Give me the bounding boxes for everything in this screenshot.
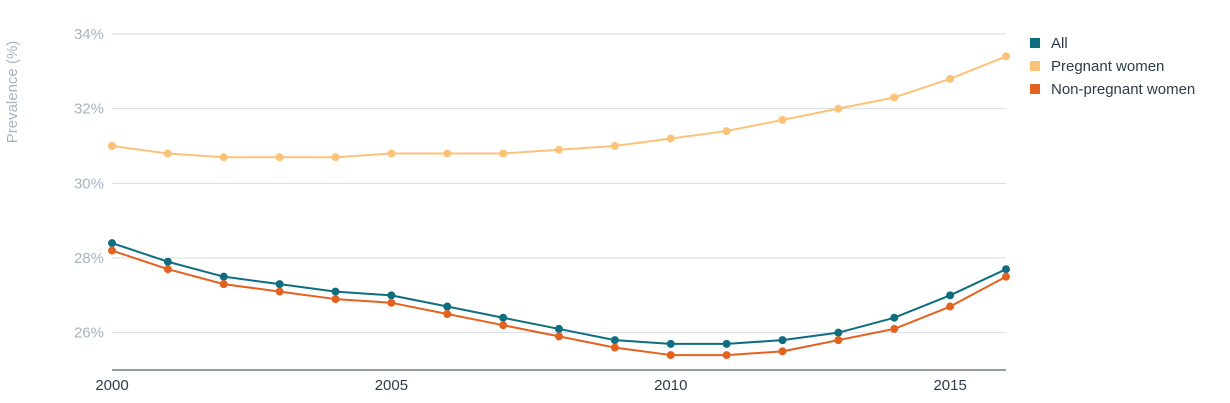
data-point (834, 336, 843, 345)
data-point (778, 347, 787, 356)
y-tick-label: 28% (74, 250, 104, 267)
data-point (108, 239, 116, 248)
data-point (1002, 52, 1010, 61)
data-point (778, 336, 787, 345)
data-point (275, 153, 284, 162)
data-point (331, 287, 340, 296)
data-point (834, 104, 843, 113)
y-axis-ticks: 26% 28% 30% 32% 34% (74, 26, 104, 342)
data-point (219, 272, 228, 281)
legend-label: Pregnant women (1051, 58, 1164, 75)
data-point (666, 339, 675, 348)
data-point (331, 153, 340, 162)
data-point (1002, 265, 1010, 274)
series-non-pregnant-women (108, 246, 1010, 360)
legend-item-non-pregnant-women: Non-pregnant women (1030, 81, 1195, 98)
data-point (163, 257, 172, 266)
y-axis-label: Prevalence (%) (4, 41, 21, 144)
gridlines (112, 33, 1006, 334)
data-point (219, 280, 228, 289)
data-point (555, 332, 563, 341)
data-point (163, 265, 172, 274)
legend-swatch (1030, 84, 1040, 94)
data-point (275, 287, 284, 296)
data-point (610, 336, 619, 345)
data-point (387, 149, 396, 158)
data-point (387, 291, 396, 300)
data-point (275, 280, 284, 289)
data-point (890, 324, 899, 333)
data-point (499, 149, 508, 158)
legend-label: All (1051, 35, 1068, 52)
legend-swatch (1030, 61, 1040, 71)
data-point (499, 321, 508, 330)
data-point (443, 310, 452, 318)
y-tick-label: 32% (74, 101, 104, 118)
y-tick-label: 34% (74, 26, 104, 43)
data-point (722, 127, 731, 136)
x-tick-label: 2015 (933, 377, 966, 394)
data-point (219, 153, 228, 162)
data-point (555, 324, 563, 333)
legend-item-all: All (1030, 35, 1068, 52)
data-point (443, 302, 452, 311)
data-point (108, 142, 116, 150)
legend-item-pregnant-women: Pregnant women (1030, 58, 1164, 75)
data-point (778, 115, 787, 124)
data-point (722, 339, 731, 348)
data-point (555, 145, 563, 154)
series-line (111, 55, 1007, 159)
x-axis-ticks: 2000 2005 2010 2015 (95, 377, 967, 394)
data-point (499, 313, 508, 322)
data-point (890, 93, 899, 102)
data-point (610, 142, 619, 150)
series-lines (108, 52, 1010, 360)
legend-swatch (1030, 38, 1040, 48)
legend: All Pregnant women Non-pregnant women (1030, 35, 1195, 98)
data-point (946, 302, 955, 311)
x-tick-label: 2000 (95, 377, 128, 394)
data-point (722, 351, 731, 360)
data-point (610, 343, 619, 352)
data-point (834, 328, 843, 337)
data-point (946, 291, 955, 300)
data-point (443, 149, 452, 158)
series-pregnant-women (108, 52, 1010, 162)
data-point (666, 134, 675, 143)
y-tick-label: 30% (74, 175, 104, 192)
y-tick-label: 26% (74, 325, 104, 342)
legend-label: Non-pregnant women (1051, 81, 1195, 98)
data-point (1002, 272, 1010, 281)
series-all (108, 239, 1010, 348)
data-point (387, 298, 396, 307)
data-point (890, 313, 899, 322)
data-point (163, 149, 172, 158)
data-point (666, 351, 675, 360)
data-point (946, 74, 955, 83)
data-point (108, 246, 116, 255)
x-tick-label: 2010 (654, 377, 687, 394)
data-point (331, 295, 340, 304)
x-tick-label: 2005 (375, 377, 408, 394)
